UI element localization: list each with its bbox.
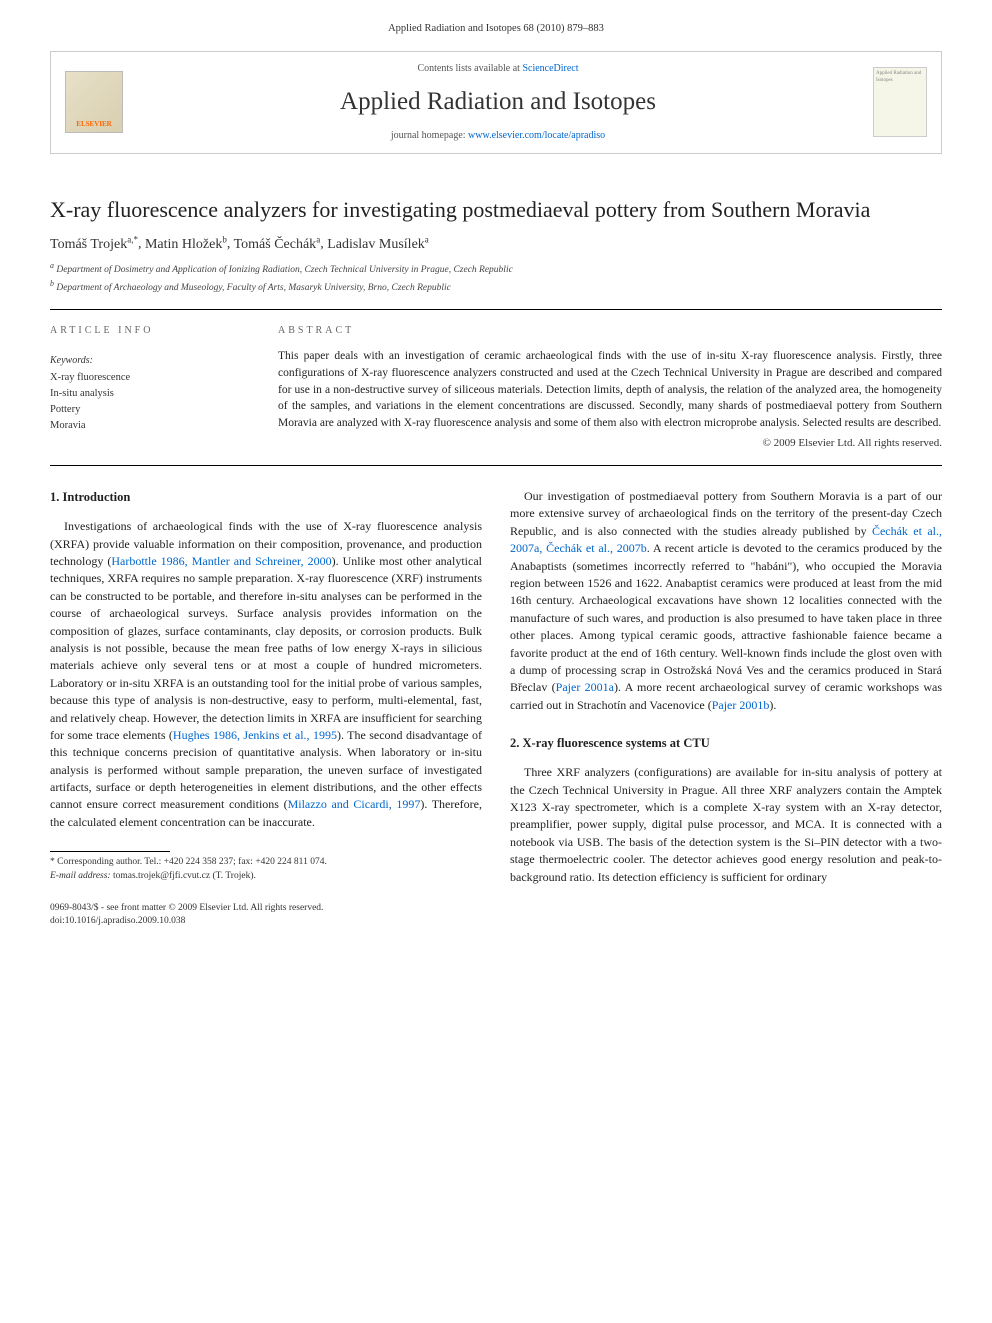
doi-line: doi:10.1016/j.apradiso.2009.10.038 [50, 915, 942, 928]
journal-name: Applied Radiation and Isotopes [137, 84, 859, 119]
citation-link[interactable]: Harbottle 1986, Mantler and Schreiner, 2… [111, 554, 331, 568]
issn-line: 0969-8043/$ - see front matter © 2009 El… [50, 902, 942, 915]
page-footer: 0969-8043/$ - see front matter © 2009 El… [0, 896, 992, 949]
contents-available-line: Contents lists available at ScienceDirec… [137, 62, 859, 76]
section-2-para-1: Three XRF analyzers (configurations) are… [510, 764, 942, 886]
corr-email-line: E-mail address: tomas.trojek@fjfi.cvut.c… [50, 870, 482, 883]
publisher-logo-text: ELSEVIER [76, 120, 111, 130]
journal-homepage-link[interactable]: www.elsevier.com/locate/apradiso [468, 130, 605, 141]
abstract-text: This paper deals with an investigation o… [278, 348, 942, 431]
citation-link[interactable]: Milazzo and Cicardi, 1997 [288, 797, 421, 811]
publisher-logo: ELSEVIER [65, 71, 123, 133]
citation-link[interactable]: Pajer 2001a [556, 680, 614, 694]
article-title: X-ray fluorescence analyzers for investi… [0, 172, 992, 234]
email-address: tomas.trojek@fjfi.cvut.cz [113, 871, 210, 881]
citation-link[interactable]: Hughes 1986, Jenkins et al., 1995 [173, 728, 337, 742]
keywords-list: X-ray fluorescence In-situ analysis Pott… [50, 370, 250, 433]
right-column: Our investigation of postmediaeval potte… [510, 488, 942, 886]
corr-author-line: * Corresponding author. Tel.: +420 224 3… [50, 856, 482, 869]
abstract-heading: ABSTRACT [278, 324, 942, 338]
author-1: Tomáš Trojeka,* [50, 237, 138, 252]
body-columns: 1. Introduction Investigations of archae… [0, 466, 992, 896]
section-1-heading: 1. Introduction [50, 488, 482, 506]
info-abstract-row: ARTICLE INFO Keywords: X-ray fluorescenc… [0, 310, 992, 465]
journal-cover-thumbnail: Applied Radiation and Isotopes [873, 67, 927, 137]
contents-banner: ELSEVIER Contents lists available at Sci… [50, 51, 942, 154]
email-label: E-mail address: [50, 871, 111, 881]
author-3: Tomáš Čecháka [234, 237, 321, 252]
keywords-label: Keywords: [50, 354, 250, 368]
abstract-column: ABSTRACT This paper deals with an invest… [278, 324, 942, 451]
article-info-column: ARTICLE INFO Keywords: X-ray fluorescenc… [50, 324, 250, 451]
corresponding-footnote: * Corresponding author. Tel.: +420 224 3… [50, 856, 482, 883]
sciencedirect-link[interactable]: ScienceDirect [522, 63, 578, 74]
footnote-divider [50, 851, 170, 852]
abstract-copyright: © 2009 Elsevier Ltd. All rights reserved… [278, 436, 942, 451]
running-head: Applied Radiation and Isotopes 68 (2010)… [0, 0, 992, 43]
section-1-para-1: Investigations of archaeological finds w… [50, 518, 482, 831]
citation-link[interactable]: Pajer 2001b [712, 698, 770, 712]
section-2-heading: 2. X-ray fluorescence systems at CTU [510, 734, 942, 752]
author-list: Tomáš Trojeka,*, Matin Hložekb, Tomáš Če… [0, 233, 992, 260]
banner-center: Contents lists available at ScienceDirec… [137, 62, 859, 143]
section-1-para-2: Our investigation of postmediaeval potte… [510, 488, 942, 714]
author-4: Ladislav Musíleka [327, 237, 429, 252]
affiliation-a: a Department of Dosimetry and Applicatio… [50, 260, 942, 277]
left-column: 1. Introduction Investigations of archae… [50, 488, 482, 886]
affiliation-b: b Department of Archaeology and Museolog… [50, 278, 942, 295]
affiliations: a Department of Dosimetry and Applicatio… [0, 260, 992, 309]
email-after: (T. Trojek). [212, 871, 255, 881]
author-2: Matin Hložekb [145, 237, 227, 252]
journal-homepage-line: journal homepage: www.elsevier.com/locat… [137, 129, 859, 143]
article-info-heading: ARTICLE INFO [50, 324, 250, 338]
